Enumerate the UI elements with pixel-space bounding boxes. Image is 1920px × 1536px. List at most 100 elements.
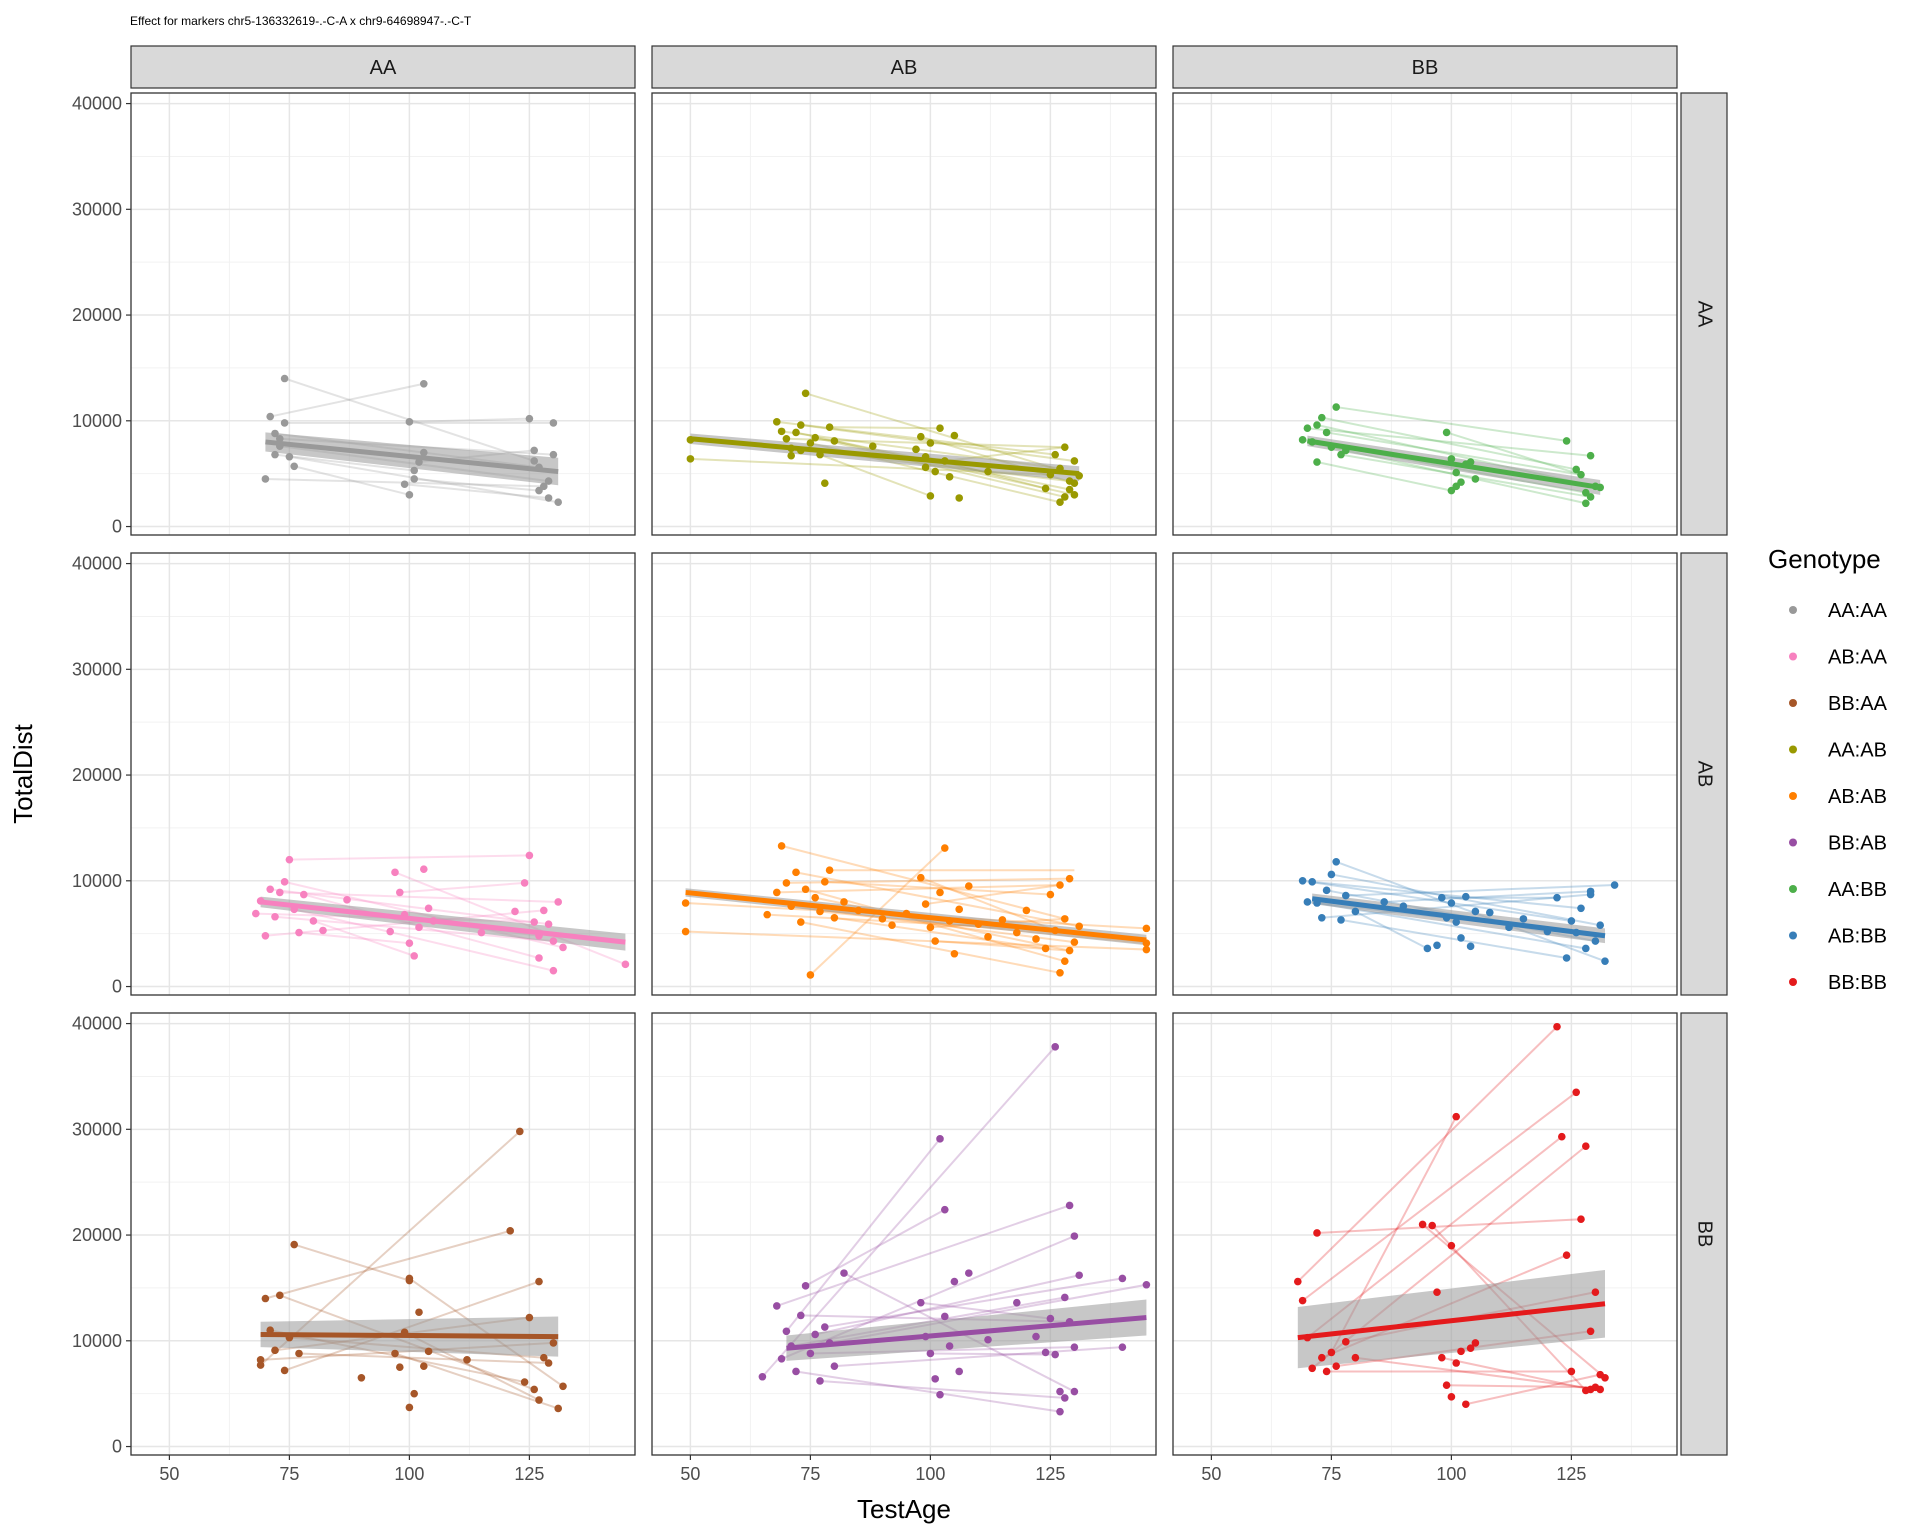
data-point xyxy=(1065,874,1074,883)
row-strip-label-2: BB xyxy=(1694,1221,1716,1248)
data-point xyxy=(936,1390,944,1399)
trajectory-line xyxy=(795,871,1080,928)
trajectory-line xyxy=(925,884,1061,906)
data-point xyxy=(396,1363,404,1372)
trajectory-line xyxy=(270,888,549,926)
data-point xyxy=(1061,915,1069,923)
data-point xyxy=(1591,1288,1600,1296)
data-point xyxy=(821,479,829,487)
y-tick-label: 0 xyxy=(112,977,122,997)
data-point xyxy=(1351,907,1360,916)
data-point xyxy=(921,463,930,472)
series-BB:AB xyxy=(758,1043,1151,1416)
data-point xyxy=(955,1367,963,1376)
data-point xyxy=(926,923,935,932)
trajectory-line xyxy=(685,930,1147,951)
data-point xyxy=(758,1372,767,1381)
trajectory-line xyxy=(1302,879,1572,922)
data-point xyxy=(1567,917,1576,925)
trajectory-line xyxy=(399,881,525,894)
data-point xyxy=(261,931,270,940)
trajectory-line xyxy=(269,382,425,418)
data-point xyxy=(386,927,395,936)
data-point xyxy=(825,866,834,875)
y-tick-label: 40000 xyxy=(72,554,122,574)
data-point xyxy=(1342,891,1350,900)
data-point xyxy=(1332,403,1340,411)
data-point xyxy=(559,943,567,952)
data-point xyxy=(1582,1142,1590,1151)
trajectory-line xyxy=(1312,880,1582,910)
col-strip-label-0: AA xyxy=(370,57,397,79)
data-point xyxy=(917,432,925,441)
data-point xyxy=(1041,1348,1050,1357)
data-point xyxy=(520,879,529,887)
data-point xyxy=(797,918,805,926)
data-point xyxy=(1061,493,1069,501)
data-point xyxy=(926,439,935,447)
legend-key-AB:AB xyxy=(1789,792,1797,800)
trajectory-line xyxy=(800,921,1061,974)
data-point xyxy=(1486,908,1494,917)
data-point xyxy=(410,952,419,960)
fit-line xyxy=(1311,896,1606,939)
data-point xyxy=(1022,906,1031,915)
trajectory-line xyxy=(313,920,415,957)
panel-border xyxy=(130,92,636,536)
data-point xyxy=(686,455,695,463)
data-point xyxy=(1577,470,1585,479)
data-point xyxy=(782,1327,791,1336)
trajectory-line xyxy=(781,844,1066,920)
trajectory-line xyxy=(1355,1356,1601,1391)
trajectory-line xyxy=(274,453,415,472)
data-point xyxy=(1447,1241,1456,1250)
data-point xyxy=(777,427,786,436)
data-point xyxy=(420,448,428,457)
panel-r2-c1 xyxy=(652,1013,1156,1455)
data-point xyxy=(535,954,543,962)
trajectory-line xyxy=(1336,406,1567,442)
data-point xyxy=(261,1294,270,1303)
series-AA:AB xyxy=(686,389,1083,507)
data-point xyxy=(941,844,949,852)
data-point xyxy=(549,419,558,427)
data-point xyxy=(1327,870,1336,879)
data-point xyxy=(300,890,308,899)
data-point xyxy=(1056,498,1064,507)
data-point xyxy=(549,937,558,945)
data-point xyxy=(1572,1088,1580,1097)
data-point xyxy=(276,1291,284,1300)
data-point xyxy=(1586,451,1595,460)
trajectory-line xyxy=(805,392,1080,477)
data-point xyxy=(544,920,553,928)
data-point xyxy=(535,1277,543,1286)
data-point xyxy=(530,446,538,455)
trajectory-line xyxy=(293,465,410,496)
y-tick-label: 40000 xyxy=(72,1014,122,1034)
data-point xyxy=(1318,914,1326,922)
trajectory-line xyxy=(404,483,549,499)
data-point xyxy=(840,1269,848,1277)
data-point xyxy=(1610,881,1619,889)
trajectory-line xyxy=(279,891,559,903)
data-point xyxy=(1070,1343,1079,1351)
data-point xyxy=(1308,878,1316,886)
row-strip-label-1: AB xyxy=(1694,761,1716,788)
col-strip-label-1: AB xyxy=(891,57,918,79)
data-point xyxy=(888,921,896,930)
trajectory-line xyxy=(761,1046,1056,1378)
data-point xyxy=(681,927,690,936)
trajectory-line xyxy=(1335,860,1606,963)
data-point xyxy=(1298,436,1307,444)
data-point xyxy=(984,933,992,941)
trajectory-line xyxy=(920,876,1056,932)
y-tick-label: 20000 xyxy=(72,765,122,785)
trajectory-line xyxy=(1446,1384,1596,1389)
data-point xyxy=(763,910,771,919)
data-point xyxy=(921,900,930,908)
trajectory-line xyxy=(834,916,1046,950)
data-point xyxy=(535,486,543,495)
col-strip-1 xyxy=(651,45,1157,89)
data-point xyxy=(941,1312,949,1321)
legend-key-AA:AB xyxy=(1789,745,1797,754)
